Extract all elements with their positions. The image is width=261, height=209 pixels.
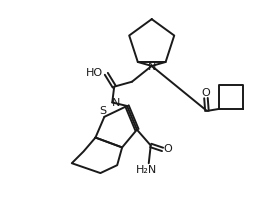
Text: S: S: [99, 106, 106, 116]
Text: O: O: [201, 88, 210, 98]
Text: HO: HO: [86, 68, 103, 78]
Text: N: N: [112, 98, 120, 108]
Text: N: N: [147, 62, 156, 72]
Text: O: O: [163, 144, 172, 154]
Text: H₂N: H₂N: [136, 165, 157, 175]
